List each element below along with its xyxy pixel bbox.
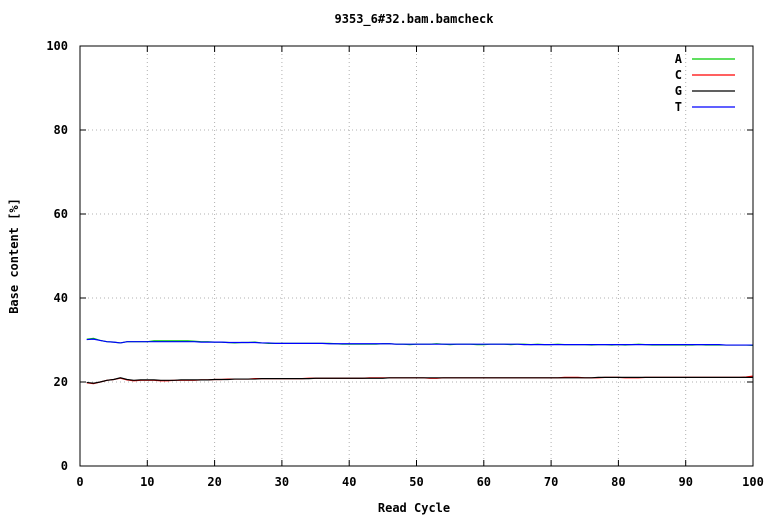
y-tick-label: 0 [61, 459, 68, 473]
x-tick-label: 70 [544, 475, 558, 489]
axis-ticks: 0 10 20 30 40 50 60 70 80 90 100 0 20 40 60 80 100 [46, 39, 764, 489]
x-tick-label: 20 [207, 475, 221, 489]
y-tick-label: 100 [46, 39, 68, 53]
series-line-t [86, 338, 753, 346]
x-tick-label: 40 [342, 475, 356, 489]
y-tick-label: 60 [54, 207, 68, 221]
x-tick-label: 80 [611, 475, 625, 489]
series-lines [86, 337, 754, 385]
x-axis-label: Read Cycle [378, 501, 450, 515]
x-tick-label: 60 [477, 475, 491, 489]
legend-label-t: T [675, 100, 682, 114]
y-tick-label: 40 [54, 291, 68, 305]
chart-title: 9353_6#32.bam.bamcheck [335, 12, 495, 27]
plot-frame [79, 45, 754, 467]
x-tick-label: 50 [409, 475, 423, 489]
y-tick-label: 80 [54, 123, 68, 137]
y-tick-label: 20 [54, 375, 68, 389]
x-tick-label: 100 [742, 475, 764, 489]
legend-label-g: G [675, 84, 682, 98]
x-tick-label: 30 [275, 475, 289, 489]
legend-label-a: A [675, 52, 683, 66]
series-line-g [86, 376, 753, 384]
y-axis-label: Base content [%] [7, 198, 21, 314]
x-tick-label: 10 [140, 475, 154, 489]
legend-label-c: C [675, 68, 682, 82]
x-tick-label: 90 [678, 475, 692, 489]
x-tick-label: 0 [76, 475, 83, 489]
grid-lines [80, 46, 753, 466]
